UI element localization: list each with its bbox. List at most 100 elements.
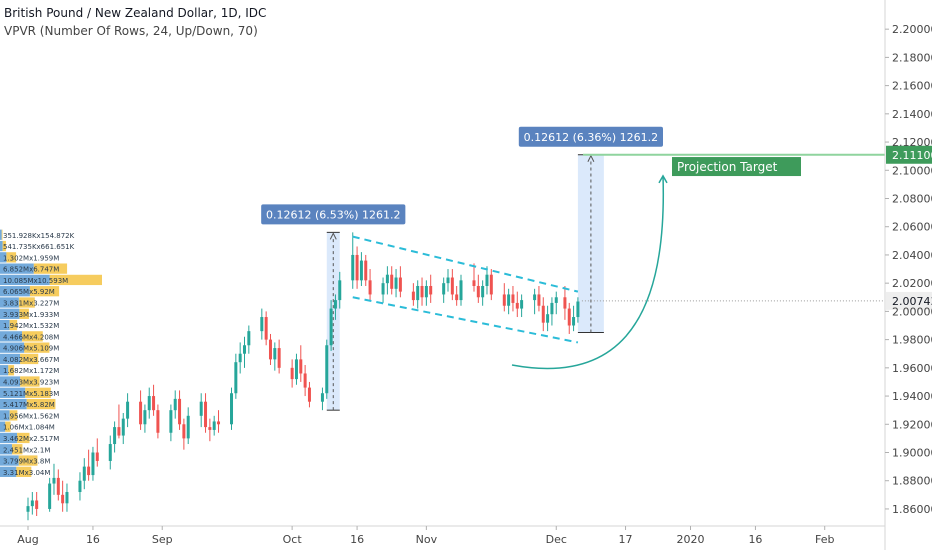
- candle-body: [82, 466, 86, 481]
- candle-body: [520, 300, 524, 309]
- candle-body: [515, 302, 519, 309]
- candle-body: [333, 300, 337, 309]
- measure-tools[interactable]: 0.12612 (6.53%) 1261.2 0.12612 (6.36%) 12…: [261, 126, 663, 411]
- x-tick-label: Dec: [546, 533, 567, 546]
- candle-body: [307, 387, 311, 402]
- volume-label: 2.451Mx2.1M: [3, 446, 50, 454]
- channel-upper-line[interactable]: [352, 235, 579, 293]
- y-tick-label: 2.04000: [892, 249, 932, 262]
- candle-body: [186, 415, 190, 439]
- candle-body: [87, 466, 91, 476]
- volume-label: 541.735Kx661.651K: [3, 243, 75, 251]
- candle-body: [113, 427, 117, 445]
- volume-label: 3.462Mx2.517M: [3, 435, 59, 443]
- measure-arrow-head: [587, 154, 595, 162]
- y-tick-label: 1.86000: [892, 503, 932, 516]
- candle-body: [450, 277, 454, 295]
- volume-label: 6.065Mx5.92M: [3, 288, 55, 296]
- target-price-label: 2.11100: [892, 149, 932, 162]
- volume-bar-down: [20, 376, 40, 387]
- measure-box[interactable]: [326, 232, 340, 411]
- candle-body: [485, 274, 489, 286]
- channel-lines[interactable]: [352, 235, 579, 344]
- candle-body: [411, 291, 415, 301]
- candle-body: [329, 308, 333, 346]
- projection-arrow-head: [658, 174, 668, 184]
- last-price-tag[interactable]: [886, 291, 932, 310]
- candle-body: [178, 398, 182, 425]
- candle-body: [243, 345, 246, 354]
- volume-bar-up: [0, 455, 19, 466]
- channel-lower-line[interactable]: [352, 296, 579, 344]
- candle-body: [117, 427, 121, 436]
- candle-body: [277, 348, 281, 368]
- projection-target-box[interactable]: [672, 157, 801, 177]
- volume-bar-down: [18, 455, 38, 466]
- annotations[interactable]: 2.00743 2.11100 Projection Target: [511, 145, 932, 370]
- measure-box[interactable]: [577, 154, 604, 333]
- last-price-label: 2.00743: [892, 295, 932, 308]
- symbol-title[interactable]: British Pound / New Zealand Dollar, 1D, …: [4, 6, 267, 20]
- candle-body: [268, 339, 272, 360]
- candle-body: [52, 477, 56, 484]
- candle-body: [260, 317, 264, 332]
- candle-body: [294, 359, 298, 380]
- volume-bar-down: [29, 286, 60, 297]
- volume-bar-down: [19, 308, 29, 319]
- y-tick-label: 2.10000: [892, 164, 932, 177]
- candle-body: [546, 314, 550, 323]
- y-tick-label: 2.18000: [892, 51, 932, 64]
- y-tick-label: 2.14000: [892, 108, 932, 121]
- candle-body: [385, 274, 389, 284]
- volume-label: 1.302Mx1.959M: [3, 254, 59, 262]
- price-axis[interactable]: 2.20000 2.18000 2.16000 2.14000 2.12000 2.100…: [884, 0, 932, 550]
- candle-body: [325, 345, 329, 394]
- candle-body: [537, 294, 541, 306]
- candle-body: [65, 492, 69, 504]
- y-tick-label: 1.92000: [892, 418, 932, 431]
- candle-body: [108, 444, 112, 461]
- candle-body: [169, 410, 173, 433]
- candle-body: [147, 396, 151, 411]
- candle-body: [446, 277, 450, 284]
- projection-arrow[interactable]: [511, 175, 665, 370]
- candle-body: [26, 506, 30, 512]
- candle-body: [156, 410, 160, 433]
- target-price-tag[interactable]: [886, 145, 932, 164]
- x-tick-label: 17: [619, 533, 633, 546]
- volume-bar-up: [0, 376, 21, 387]
- candle-body: [273, 348, 277, 360]
- measure-label-box[interactable]: [261, 204, 406, 225]
- x-tick-label: Aug: [17, 533, 38, 546]
- volume-bar-down: [6, 252, 17, 263]
- candle-body: [143, 410, 147, 425]
- candle-body: [489, 274, 493, 295]
- volume-bar-up: [0, 252, 7, 263]
- candle-body: [61, 494, 65, 504]
- candle-body: [398, 277, 402, 292]
- measure-label-box[interactable]: [518, 126, 663, 147]
- y-tick-label: 2.02000: [892, 277, 932, 290]
- candle-body: [303, 373, 307, 388]
- volume-bar-down: [49, 274, 102, 286]
- candle-body: [182, 424, 186, 439]
- time-axis[interactable]: Aug 16 Sep Oct 16 Nov Dec 17 2020 16 Feb: [0, 525, 885, 546]
- volume-bar-up: [0, 342, 25, 353]
- volume-bar-down: [16, 466, 32, 477]
- candle-body: [364, 260, 368, 281]
- candle-body: [351, 254, 355, 281]
- candle-body: [481, 285, 485, 298]
- indicator-label[interactable]: VPVR (Number Of Rows, 24, Up/Down, 70): [4, 24, 258, 38]
- candle-body: [355, 254, 359, 281]
- x-tick-label: Nov: [416, 533, 438, 546]
- y-tick-label: 2.20000: [892, 23, 932, 36]
- volume-bar-down: [26, 398, 56, 410]
- measure-label: 0.12612 (6.36%) 1261.2: [524, 131, 659, 144]
- candle-body: [126, 401, 130, 419]
- candle-body: [204, 401, 208, 428]
- volume-label: 1.682Mx1.172M: [3, 367, 59, 375]
